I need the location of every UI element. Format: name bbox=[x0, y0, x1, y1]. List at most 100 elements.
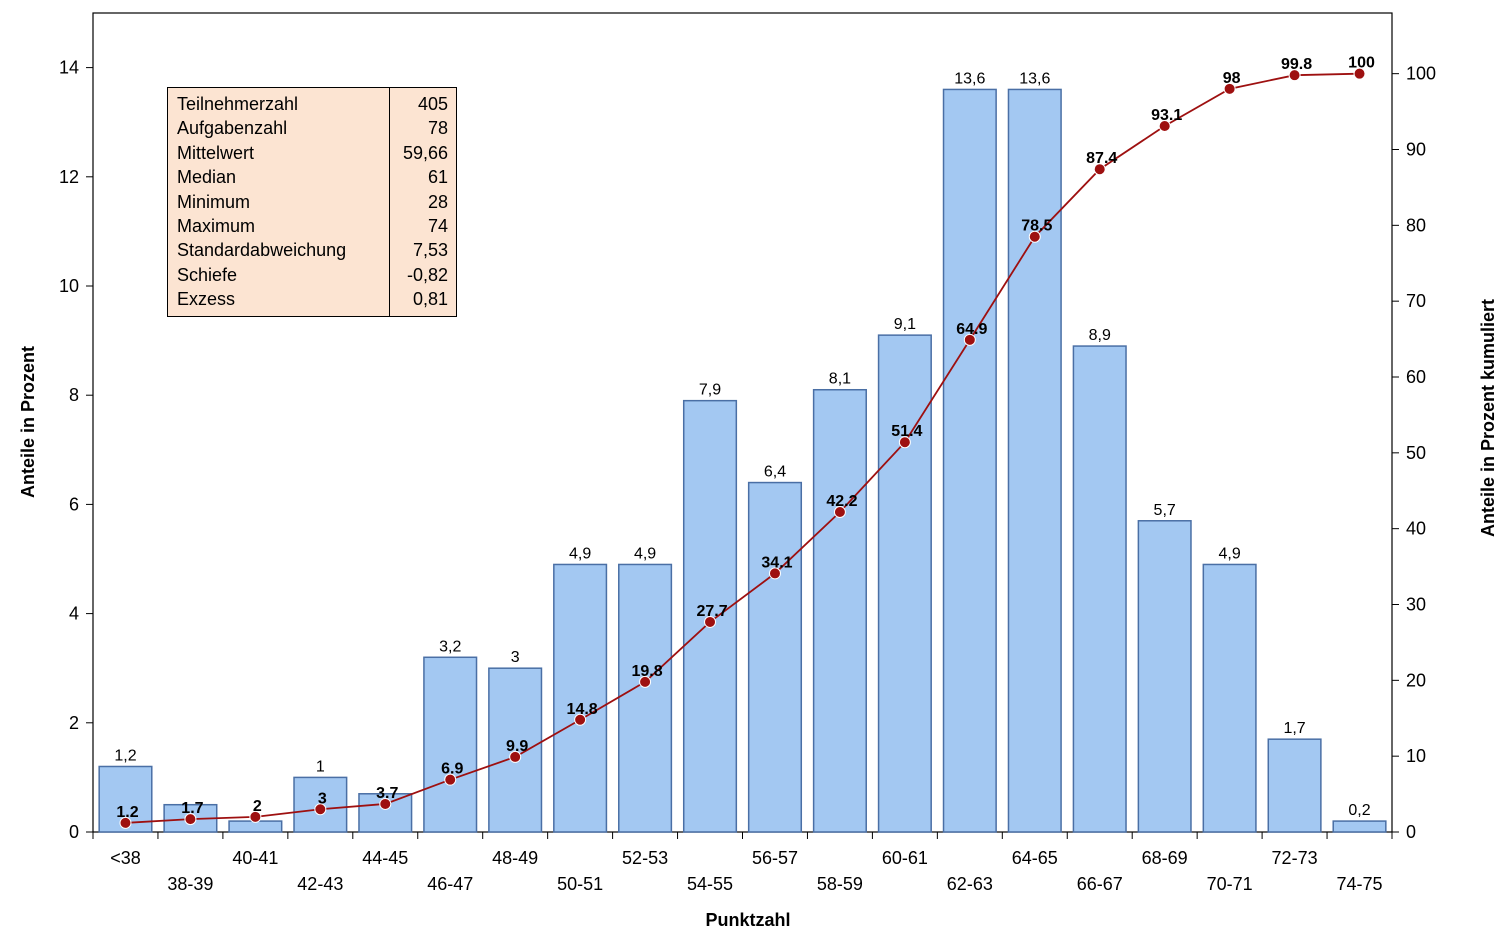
bar-value-label: 4,9 bbox=[1219, 545, 1241, 562]
cumulative-value-label: 19.8 bbox=[632, 663, 663, 680]
statistics-box: Teilnehmerzahl 405 Aufgabenzahl 78 Mittelwer… bbox=[167, 87, 457, 317]
x-tick-label: 68-69 bbox=[1142, 848, 1188, 868]
cumulative-value-label: 2 bbox=[253, 798, 262, 815]
y-tick-label: 12 bbox=[59, 167, 79, 187]
bar-value-label: 5,7 bbox=[1154, 502, 1176, 519]
statistics-label: Teilnehmerzahl bbox=[177, 94, 299, 114]
y2-axis-title: Anteile in Prozent kumuliert bbox=[1478, 299, 1498, 537]
y2-tick-label: 70 bbox=[1406, 291, 1426, 311]
statistics-box-divider bbox=[389, 87, 390, 317]
statistics-label: Aufgabenzahl bbox=[177, 118, 288, 139]
statistics-value: -0,82 bbox=[406, 264, 448, 285]
cumulative-value-label: 99.8 bbox=[1281, 56, 1312, 73]
cumulative-value-label: 3.7 bbox=[376, 785, 398, 802]
statistics-label: Standardabweichung bbox=[177, 240, 347, 261]
cumulative-value-label: 51.4 bbox=[891, 423, 922, 440]
cumulative-point bbox=[639, 675, 652, 688]
cumulative-value-label: 34.1 bbox=[761, 554, 792, 571]
x-axis-title: Punktzahl bbox=[705, 910, 790, 930]
statistics-value: 59,66 bbox=[402, 142, 448, 163]
statistics-value: 61 bbox=[427, 167, 448, 188]
x-tick-label: 52-53 bbox=[622, 848, 668, 868]
statistics-label: Maximum bbox=[177, 216, 256, 236]
y2-tick-label: 90 bbox=[1406, 140, 1426, 160]
bar-value-label: 0,2 bbox=[1348, 802, 1370, 819]
bar-value-label: 9,1 bbox=[894, 316, 916, 333]
cumulative-point bbox=[574, 713, 587, 726]
cumulative-value-label: 6.9 bbox=[441, 761, 463, 778]
cumulative-point bbox=[314, 803, 327, 816]
x-tick-label: 54-55 bbox=[687, 874, 733, 894]
x-tick-label: 66-67 bbox=[1077, 874, 1123, 894]
cumulative-point bbox=[1223, 82, 1236, 95]
bar-value-label: 4,9 bbox=[569, 545, 591, 562]
cumulative-value-label: 87.4 bbox=[1086, 150, 1117, 167]
statistics-label: Median bbox=[177, 167, 237, 188]
x-tick-label: 64-65 bbox=[1012, 848, 1058, 868]
statistics-row: Median 61 bbox=[168, 165, 456, 189]
x-tick-label: 60-61 bbox=[882, 848, 928, 868]
y-axis-title: Anteile in Prozent bbox=[18, 346, 38, 498]
cumulative-point bbox=[119, 816, 132, 829]
y2-tick-label: 50 bbox=[1406, 443, 1426, 463]
statistics-value: 0,81 bbox=[412, 289, 448, 310]
cumulative-point bbox=[963, 333, 976, 346]
statistics-label: Minimum bbox=[177, 191, 251, 212]
cumulative-point bbox=[444, 773, 457, 786]
cumulative-value-label: 98 bbox=[1223, 70, 1241, 87]
cumulative-point bbox=[1288, 69, 1301, 82]
statistics-row: Maximum 74 bbox=[168, 214, 456, 238]
x-tick-label: 72-73 bbox=[1272, 848, 1318, 868]
bar-value-label: 6,4 bbox=[764, 464, 786, 481]
cumulative-point bbox=[768, 567, 781, 580]
bar bbox=[1332, 820, 1387, 833]
statistics-value: 7,53 bbox=[412, 240, 448, 261]
bar-value-label: 3 bbox=[511, 649, 520, 666]
statistics-value: 28 bbox=[427, 191, 448, 212]
cumulative-point bbox=[704, 615, 717, 628]
x-tick-label: 62-63 bbox=[947, 874, 993, 894]
bar-value-label: 8,9 bbox=[1089, 327, 1111, 344]
cumulative-point bbox=[509, 750, 522, 763]
cumulative-value-label: 1.7 bbox=[181, 800, 203, 817]
y2-tick-label: 10 bbox=[1406, 746, 1426, 766]
cumulative-point bbox=[184, 813, 197, 826]
cumulative-point bbox=[1353, 67, 1366, 80]
x-tick-label: <38 bbox=[110, 848, 141, 868]
bar-value-label: 8,1 bbox=[829, 371, 851, 388]
statistics-label: Mittelwert bbox=[177, 142, 255, 163]
bar bbox=[812, 388, 867, 833]
bar bbox=[942, 88, 997, 833]
y-tick-label: 2 bbox=[69, 713, 79, 733]
y2-tick-label: 60 bbox=[1406, 367, 1426, 387]
y2-tick-label: 20 bbox=[1406, 670, 1426, 690]
bar bbox=[877, 334, 932, 833]
bar-value-label: 4,9 bbox=[634, 545, 656, 562]
bar-value-label: 13,6 bbox=[1019, 70, 1050, 87]
cumulative-value-label: 42.2 bbox=[826, 493, 857, 510]
bar bbox=[1267, 738, 1322, 833]
bar bbox=[747, 481, 803, 833]
statistics-value: 74 bbox=[427, 216, 448, 236]
y-tick-label: 0 bbox=[69, 822, 79, 842]
cumulative-value-label: 9.9 bbox=[506, 738, 528, 755]
y2-tick-label: 40 bbox=[1406, 519, 1426, 539]
statistics-row: Standardabweichung 7,53 bbox=[168, 238, 456, 262]
x-tick-label: 70-71 bbox=[1207, 874, 1253, 894]
x-tick-label: 38-39 bbox=[167, 874, 213, 894]
y-tick-label: 8 bbox=[69, 385, 79, 405]
x-tick-label: 46-47 bbox=[427, 874, 473, 894]
cumulative-value-label: 14.8 bbox=[567, 701, 598, 718]
x-tick-label: 44-45 bbox=[362, 848, 408, 868]
cumulative-point bbox=[249, 810, 262, 823]
x-tick-label: 50-51 bbox=[557, 874, 603, 894]
y-tick-label: 6 bbox=[69, 494, 79, 514]
statistics-row: Mittelwert 59,66 bbox=[168, 141, 456, 165]
y-tick-label: 10 bbox=[59, 276, 79, 296]
x-tick-label: 48-49 bbox=[492, 848, 538, 868]
bar-value-label: 13,6 bbox=[954, 70, 985, 87]
y-tick-label: 4 bbox=[69, 604, 79, 624]
bar bbox=[488, 667, 543, 833]
cumulative-point bbox=[379, 797, 392, 810]
